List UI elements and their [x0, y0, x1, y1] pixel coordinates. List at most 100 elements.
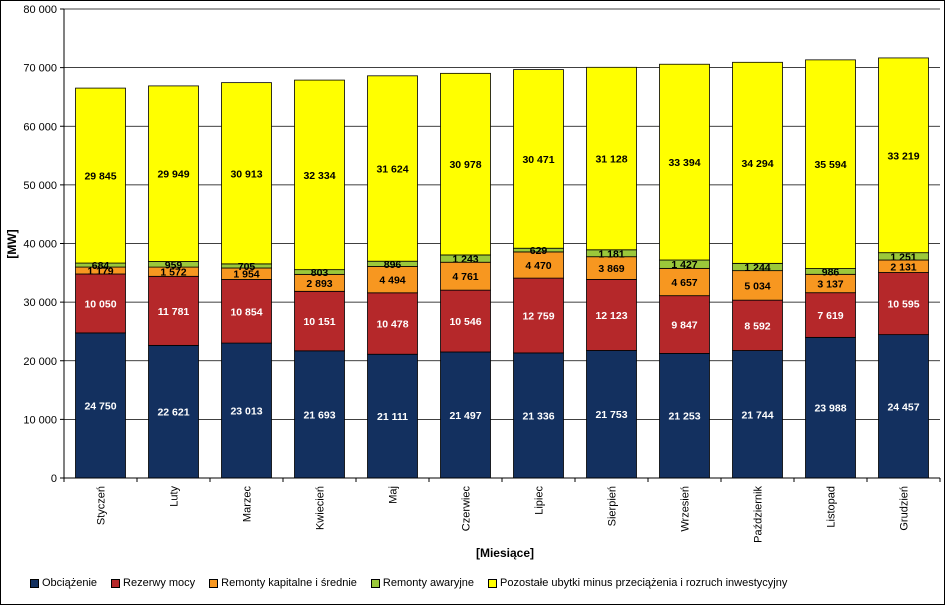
- data-label: 4 657: [671, 277, 697, 289]
- axes: 0 10 000 20 000 30 000 40 000 50 000 60 000 70 …: [23, 4, 941, 543]
- data-label: 10 478: [376, 319, 408, 331]
- data-label: 1 954: [233, 269, 259, 281]
- data-label: 9 847: [671, 320, 697, 332]
- data-label: 35 594: [814, 159, 846, 171]
- data-label: 4 470: [525, 260, 551, 272]
- bar-segment: [75, 87, 126, 264]
- bar-segment: [732, 270, 783, 301]
- legend-item: Rezerwy mocy: [111, 577, 195, 589]
- y-tick-label: 10 000: [23, 414, 57, 426]
- data-label: 3 137: [817, 279, 843, 291]
- data-label: 33 219: [887, 150, 919, 162]
- data-label: 34 294: [741, 158, 773, 170]
- data-label: 12 123: [595, 310, 627, 322]
- legend-swatch: [111, 578, 121, 588]
- legend-swatch: [209, 578, 219, 588]
- legend-swatch: [370, 578, 380, 588]
- data-label: 7 619: [817, 310, 843, 322]
- legend-item: Obciążenie: [30, 577, 97, 589]
- data-label: 30 913: [230, 168, 262, 180]
- data-label: 1 572: [160, 267, 186, 279]
- y-axis-title: [MW]: [5, 229, 19, 258]
- data-label: 5 034: [744, 280, 770, 292]
- data-label: 10 546: [449, 316, 481, 328]
- bar-segment: [367, 266, 418, 294]
- legend-label: Obciążenie: [42, 577, 98, 589]
- data-label: 986: [822, 266, 840, 278]
- data-label: 24 457: [887, 401, 919, 413]
- data-label: 21 693: [303, 409, 335, 421]
- bar-segment: [75, 273, 126, 334]
- data-label: 23 988: [814, 403, 846, 415]
- data-label: 1 243: [452, 254, 478, 266]
- bar-segment: [805, 292, 856, 338]
- y-tick-label: 60 000: [23, 121, 57, 133]
- data-label: 31 624: [376, 164, 408, 176]
- legend-item: Remonty kapitalne i średnie: [209, 577, 357, 589]
- bar-segment: [513, 69, 564, 249]
- y-tick-label: 30 000: [23, 297, 57, 309]
- x-axis-title: [Miesiące]: [476, 546, 534, 560]
- bar-segment: [294, 79, 345, 271]
- x-category-label: Maj: [388, 486, 400, 504]
- data-label: 684: [92, 260, 110, 272]
- data-label: 21 744: [741, 409, 773, 421]
- bar-segment: [440, 72, 491, 256]
- data-label: 2 893: [306, 278, 332, 290]
- data-label: 1 244: [744, 262, 770, 274]
- bar-segment: [440, 261, 491, 291]
- legend-label: Remonty awaryjne: [382, 577, 475, 589]
- x-category-label: Listopad: [826, 486, 838, 528]
- bar-segment: [659, 267, 710, 297]
- bar-segment: [805, 336, 856, 479]
- legend-label: Remonty kapitalne i średnie: [221, 577, 357, 589]
- data-label: 8 592: [744, 320, 770, 332]
- data-label: 30 978: [449, 159, 481, 171]
- bar-segment: [294, 290, 345, 352]
- data-label: 10 854: [230, 306, 262, 318]
- data-label: 12 759: [522, 311, 554, 323]
- data-label: 23 013: [230, 406, 262, 418]
- data-label: 22 621: [157, 407, 189, 419]
- data-label: 1 181: [598, 248, 624, 260]
- data-label: 10 151: [303, 316, 335, 328]
- data-label: 29 949: [157, 169, 189, 181]
- x-category-label: Lipiec: [534, 486, 546, 515]
- data-label: 896: [384, 259, 402, 271]
- data-label: 10 595: [887, 299, 919, 311]
- data-label: 1 179: [87, 266, 113, 278]
- data-label: 629: [530, 245, 548, 257]
- data-label: 21 336: [522, 410, 554, 422]
- data-label: 30 471: [522, 154, 554, 166]
- data-label: 2 131: [890, 261, 916, 273]
- legend-item: Pozostałe ubytki minus przeciążenia i ro…: [488, 577, 787, 589]
- data-label: 31 128: [595, 154, 627, 166]
- data-label: 959: [165, 259, 183, 271]
- x-category-label: Grudzień: [899, 486, 911, 531]
- bar-segment: [732, 299, 783, 351]
- data-label: 4 494: [379, 275, 405, 287]
- data-label: 21 497: [449, 410, 481, 422]
- y-tick-label: 0: [51, 473, 57, 485]
- bar-segment: [513, 277, 564, 354]
- stacked-bar-chart: 0 10 000 20 000 30 000 40 000 50 000 60 000 70 …: [5, 4, 941, 560]
- bar-segment: [878, 57, 929, 254]
- data-label: 3 869: [598, 263, 624, 275]
- data-label: 1 427: [671, 259, 697, 271]
- x-category-label: Czerwiec: [461, 486, 473, 532]
- bar-segment: [659, 295, 710, 354]
- bar-segment: [221, 82, 272, 265]
- y-tick-label: 20 000: [23, 356, 57, 368]
- x-category-label: Styczeń: [96, 486, 108, 525]
- legend-label: Pozostałe ubytki minus przeciążenia i ro…: [500, 577, 788, 589]
- data-label: 1 251: [890, 251, 916, 263]
- x-category-label: Luty: [169, 486, 181, 507]
- data-label: 21 111: [377, 411, 408, 423]
- bar-segment: [805, 59, 856, 269]
- data-label: 21 253: [668, 411, 700, 423]
- bar-segment: [367, 75, 418, 262]
- legend-label: Rezerwy mocy: [123, 577, 196, 589]
- bar-segment: [367, 292, 418, 355]
- y-tick-label: 50 000: [23, 180, 57, 192]
